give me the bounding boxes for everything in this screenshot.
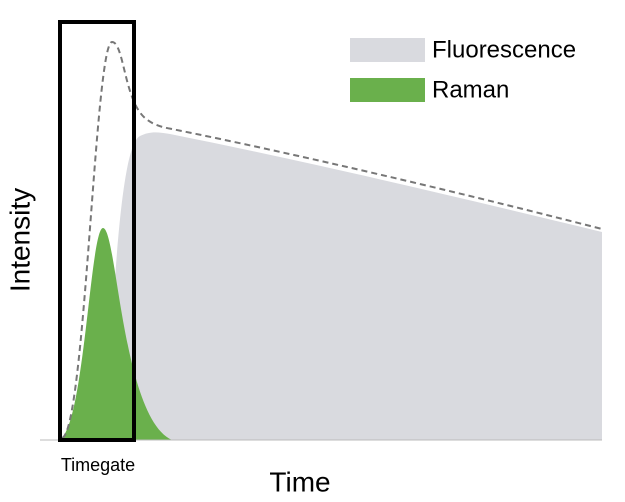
x-axis-label: Time <box>269 466 330 497</box>
timegate-box <box>58 20 136 442</box>
legend-swatch <box>350 78 425 102</box>
legend-label: Fluorescence <box>432 36 576 63</box>
fluorescence-area <box>40 132 602 440</box>
legend-label: Raman <box>432 76 509 103</box>
y-axis-label: Intensity <box>4 188 35 292</box>
raman-area <box>58 228 172 440</box>
legend-swatch <box>350 38 425 62</box>
timegate-label: Timegate <box>61 455 135 475</box>
total-signal-curve <box>61 40 603 439</box>
